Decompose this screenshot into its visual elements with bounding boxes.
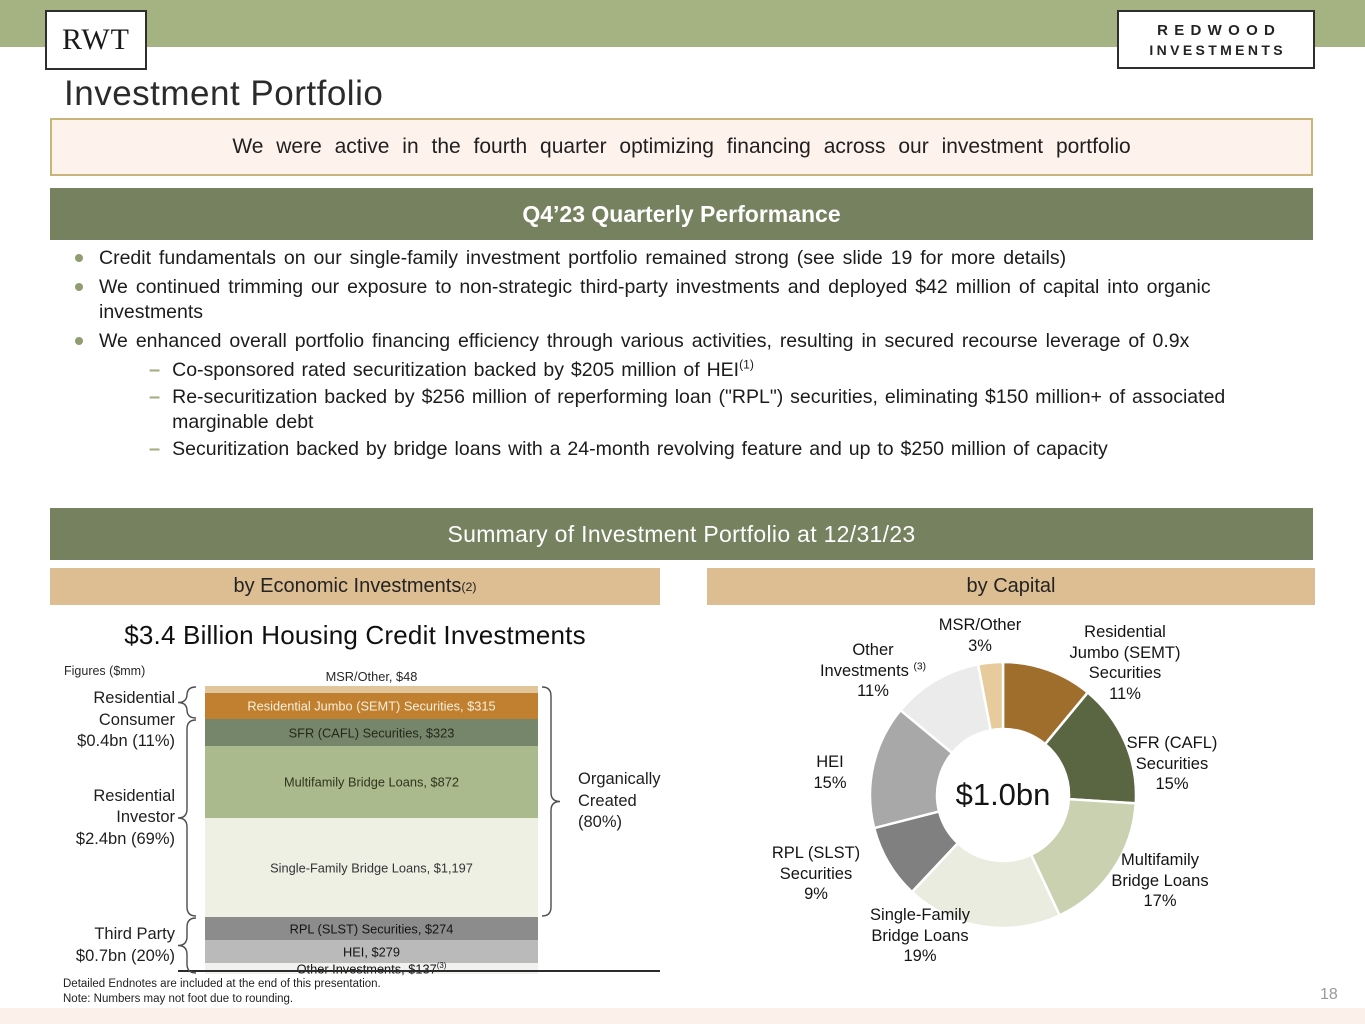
callout-box: We were active in the fourth quarter opt… bbox=[50, 118, 1313, 176]
donut-slice-label: Single-Family Bridge Loans 19% bbox=[870, 906, 970, 965]
sub-bullet-text: Co-sponsored rated securitization backed… bbox=[172, 357, 754, 381]
donut-chart bbox=[868, 660, 1138, 930]
group-label-residential-consumer: Residential Consumer $0.4bn (11%) bbox=[77, 689, 175, 750]
donut-slice-label: MSR/Other 3% bbox=[938, 616, 1022, 655]
header-by-capital: by Capital bbox=[707, 568, 1315, 605]
bullet-text: Credit fundamentals on our single-family… bbox=[99, 247, 1067, 269]
bar-segment: Single-Family Bridge Loans, $1,197 bbox=[205, 818, 538, 917]
sub-bullet-item: – Securitization backed by bridge loans w… bbox=[149, 437, 1300, 462]
bar-segment: Multifamily Bridge Loans, $872 bbox=[205, 746, 538, 818]
footnote-line: Detailed Endnotes are included at the en… bbox=[63, 978, 381, 990]
donut-slice bbox=[910, 841, 1062, 930]
header-by-economic-investments: by Economic Investments (2) bbox=[50, 568, 660, 605]
group-label-third-party: Third Party $0.7bn (20%) bbox=[75, 925, 175, 965]
group-label-residential-investor: Residential Investor $2.4bn (69%) bbox=[75, 786, 175, 848]
bar-segment: HEI, $279 bbox=[205, 940, 538, 963]
bullet-item: We continued trimming our exposure to no… bbox=[75, 275, 1300, 325]
group-brace-residential-consumer bbox=[177, 686, 197, 719]
bar-segment-label: Single-Family Bridge Loans, $1,197 bbox=[270, 860, 473, 875]
page-number: 18 bbox=[1320, 986, 1338, 1003]
bar-segment-label: SFR (CAFL) Securities, $323 bbox=[288, 725, 455, 740]
performance-bullets: Credit fundamentals on our single-family… bbox=[75, 246, 1300, 464]
donut-slice bbox=[976, 660, 1005, 732]
redwood-investments-logo: REDWOOD INVESTMENTS bbox=[1117, 10, 1315, 69]
donut-slice-label: HEI 15% bbox=[813, 753, 847, 792]
header-by-economic-investments-text: by Economic Investments bbox=[233, 575, 462, 597]
dash-icon: – bbox=[149, 386, 161, 408]
banner-quarterly-performance-text: Q4’23 Quarterly Performance bbox=[522, 200, 841, 227]
header-by-capital-text: by Capital bbox=[966, 575, 1056, 597]
dash-icon: – bbox=[149, 438, 161, 460]
donut-slice-label: Multifamily Bridge Loans 17% bbox=[1111, 851, 1209, 910]
donut-slice-label: RPL (SLST) Securities 9% bbox=[771, 844, 861, 903]
donut-center-label: $1.0bn bbox=[955, 777, 1051, 812]
bar-segment: RPL (SLST) Securities, $274 bbox=[205, 917, 538, 940]
dash-icon: – bbox=[149, 359, 161, 381]
bar-segment-label: HEI, $279 bbox=[343, 944, 400, 959]
rwt-logo-text: RWT bbox=[62, 23, 130, 56]
footnote-line: Note: Numbers may not foot due to roundi… bbox=[63, 992, 294, 1005]
bar-chart-axis bbox=[178, 970, 660, 972]
bar-segment bbox=[205, 686, 538, 693]
bar-segment-label: Multifamily Bridge Loans, $872 bbox=[284, 774, 459, 790]
bar-outside-label: MSR/Other, $48 bbox=[325, 669, 418, 684]
bullet-dot-icon bbox=[75, 337, 83, 345]
sub-bullet-item: – Co-sponsored rated securitization backe… bbox=[149, 358, 1300, 383]
footnotes: Detailed Endnotes are included at the en… bbox=[63, 977, 381, 1006]
organically-created-label: Organically Created (80%) bbox=[578, 770, 661, 832]
page-title: Investment Portfolio bbox=[64, 74, 384, 113]
callout-text: We were active in the fourth quarter opt… bbox=[232, 135, 1131, 158]
bar-segment-label: Residential Jumbo (SEMT) Securities, $31… bbox=[247, 698, 496, 714]
sub-bullet-text: Securitization backed by bridge loans wi… bbox=[172, 438, 1108, 460]
bar-chart-title: $3.4 Billion Housing Credit Investments bbox=[124, 620, 586, 650]
bullet-item: Credit fundamentals on our single-family… bbox=[75, 246, 1300, 271]
group-brace-residential-investor bbox=[177, 719, 197, 917]
group-brace-third-party bbox=[177, 917, 197, 974]
bullet-text: We continued trimming our exposure to no… bbox=[99, 276, 1211, 323]
redwood-logo-line2: INVESTMENTS bbox=[1149, 41, 1286, 58]
banner-summary: Summary of Investment Portfolio at 12/31… bbox=[50, 508, 1313, 560]
bullet-item: We enhanced overall portfolio financing … bbox=[75, 329, 1300, 354]
stacked-bar-chart: Residential Jumbo (SEMT) Securities, $31… bbox=[205, 686, 538, 976]
sub-bullet-text: Re-securitization backed by $256 million… bbox=[172, 386, 1226, 433]
donut-slice-label: Residential Jumbo (SEMT) Securities 11% bbox=[1069, 623, 1181, 703]
bullet-text: We enhanced overall portfolio financing … bbox=[99, 330, 1190, 352]
bar-segment: SFR (CAFL) Securities, $323 bbox=[205, 719, 538, 746]
donut-slice-label: Other Investments (3) 11% bbox=[819, 641, 927, 700]
bullet-dot-icon bbox=[75, 254, 83, 262]
banner-summary-text: Summary of Investment Portfolio at 12/31… bbox=[447, 520, 916, 547]
organically-created-brace bbox=[541, 686, 561, 917]
rwt-logo: RWT bbox=[45, 10, 147, 70]
banner-quarterly-performance: Q4’23 Quarterly Performance bbox=[50, 188, 1313, 240]
bar-segment: Residential Jumbo (SEMT) Securities, $31… bbox=[205, 693, 538, 719]
bar-segment: Other Investments, $137(3) bbox=[205, 960, 538, 976]
bar-chart-units-label: Figures ($mm) bbox=[64, 664, 146, 678]
donut-slice-label: SFR (CAFL) Securities 15% bbox=[1126, 734, 1218, 793]
bar-segment-label: Other Investments, $137(3) bbox=[296, 960, 447, 976]
sub-bullet-item: – Re-securitization backed by $256 millio… bbox=[149, 385, 1300, 435]
bar-segment-label: RPL (SLST) Securities, $274 bbox=[289, 921, 454, 936]
bullet-dot-icon bbox=[75, 283, 83, 291]
bottom-strip bbox=[0, 1008, 1365, 1024]
redwood-logo-line1: REDWOOD bbox=[1157, 21, 1282, 39]
